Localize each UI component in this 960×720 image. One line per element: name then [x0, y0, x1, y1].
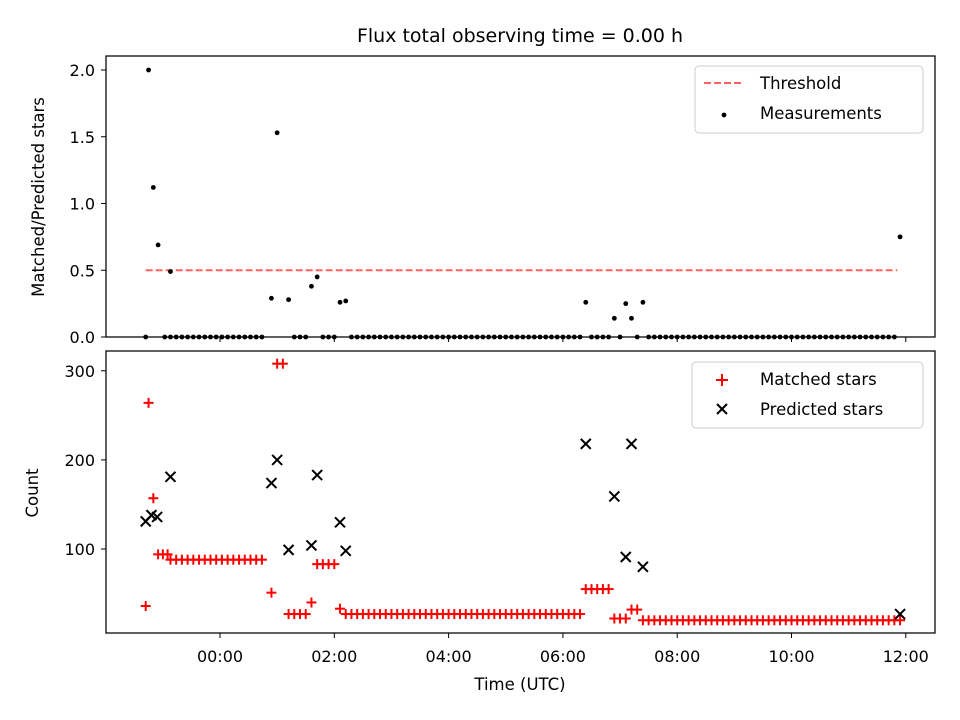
ratio-legend-box [694, 65, 924, 134]
matched-star-point [620, 613, 631, 624]
ratio-panel: 0.00.51.01.52.0 Matched/Predicted stars … [29, 55, 936, 347]
measurement-point [274, 130, 280, 136]
ratio-y-tick-label: 2.0 [70, 61, 95, 80]
count-y-axis-label: Count [23, 468, 42, 518]
measurement-point [343, 298, 349, 304]
x-tick-label: 06:00 [540, 647, 586, 666]
matched-star-point [143, 397, 154, 408]
x-tick-label: 08:00 [654, 647, 700, 666]
matched-star-point [148, 493, 159, 504]
ratio-y-ticks: 0.0 0.5 1.0 1.5 2.0 [70, 61, 106, 347]
measurement-point [168, 269, 173, 274]
measurement-point [337, 299, 343, 305]
predicted-legend-label: Predicted stars [760, 400, 883, 419]
measurement-point [286, 297, 291, 303]
threshold-legend-label: Threshold [759, 74, 841, 93]
ratio-y-tick-label: 1.5 [70, 128, 95, 147]
predicted-star-point [625, 438, 638, 450]
matched-star-point [575, 609, 586, 620]
measurement-point [309, 283, 314, 289]
predicted-star-point [305, 539, 318, 552]
predicted-star-point [340, 545, 352, 557]
count-y-tick-label: 300 [64, 362, 95, 381]
count-legend-box [691, 361, 924, 429]
x-tick-label: 04:00 [426, 647, 472, 666]
measurement-point [155, 242, 161, 248]
measurement-point [897, 234, 903, 240]
predicted-star-point [151, 511, 163, 523]
measurements-legend-label: Measurements [760, 104, 882, 123]
measurement-point [611, 315, 617, 321]
matched-star-point [329, 559, 340, 570]
predicted-star-point [608, 490, 621, 503]
ratio-y-tick-label: 0.5 [70, 261, 95, 280]
x-tick-label: 12:00 [883, 647, 929, 666]
predicted-star-point [311, 469, 323, 481]
predicted-star-point [265, 477, 278, 489]
count-axes-frame [105, 350, 936, 634]
matched-star-point [162, 549, 173, 560]
predicted-star-point [282, 544, 295, 556]
measurement-point [640, 299, 646, 305]
count-y-ticks: 100 200 300 [64, 362, 106, 559]
predicted-star-point [894, 608, 906, 620]
measurement-point [146, 67, 151, 73]
matched-legend-swatch [716, 374, 728, 386]
ratio-y-tick-label: 1.0 [70, 195, 95, 214]
matched-legend-label: Matched stars [760, 370, 877, 389]
matched-star-point [335, 603, 346, 614]
predicted-star-point [637, 561, 649, 573]
measurement-point [150, 185, 156, 190]
matched-star-point [256, 554, 267, 565]
count-marks [139, 358, 906, 626]
predicted-star-point [271, 454, 283, 466]
measurement-point [623, 301, 629, 307]
predicted-star-point [620, 551, 632, 563]
x-tick-label: 10:00 [768, 647, 814, 666]
count-x-ticks: 00:00 02:00 04:00 06:00 08:00 10:00 12:00 [197, 633, 929, 666]
matched-star-point [300, 609, 311, 620]
count-panel: 100 200 300 00:00 02:00 04:00 06:00 08:00 10:00… [23, 350, 936, 694]
x-tick-label: 02:00 [311, 647, 357, 666]
count-legend: Matched stars Predicted stars [691, 361, 924, 429]
matched-star-point [277, 358, 288, 369]
matched-star-point [895, 615, 906, 626]
matched-star-point [632, 604, 643, 615]
matched-star-point [603, 584, 614, 595]
predicted-legend-swatch [716, 403, 728, 415]
predicted-star-point [334, 516, 346, 528]
matched-star-point [306, 597, 317, 608]
ratio-x-ticks [219, 337, 907, 342]
chart-title: Flux total observing time = 0.00 h [357, 25, 683, 47]
predicted-star-point [164, 471, 177, 483]
predicted-star-point [580, 438, 592, 450]
measurement-point [583, 299, 589, 305]
count-y-tick-label: 100 [64, 540, 95, 559]
matched-star-point [140, 601, 151, 612]
measurements-legend-swatch [721, 112, 727, 118]
ratio-y-axis-label: Matched/Predicted stars [29, 97, 48, 297]
measurement-point [269, 295, 274, 301]
ratio-axes-frame [105, 55, 936, 338]
measurement-point [629, 315, 634, 321]
ratio-y-tick-label: 0.0 [70, 328, 95, 347]
x-tick-label: 00:00 [197, 647, 243, 666]
x-axis-label: Time (UTC) [473, 675, 565, 694]
count-y-tick-label: 200 [64, 451, 95, 470]
matched-star-point [266, 587, 277, 598]
measurement-point [314, 274, 320, 280]
ratio-legend: Threshold Measurements [694, 65, 924, 134]
